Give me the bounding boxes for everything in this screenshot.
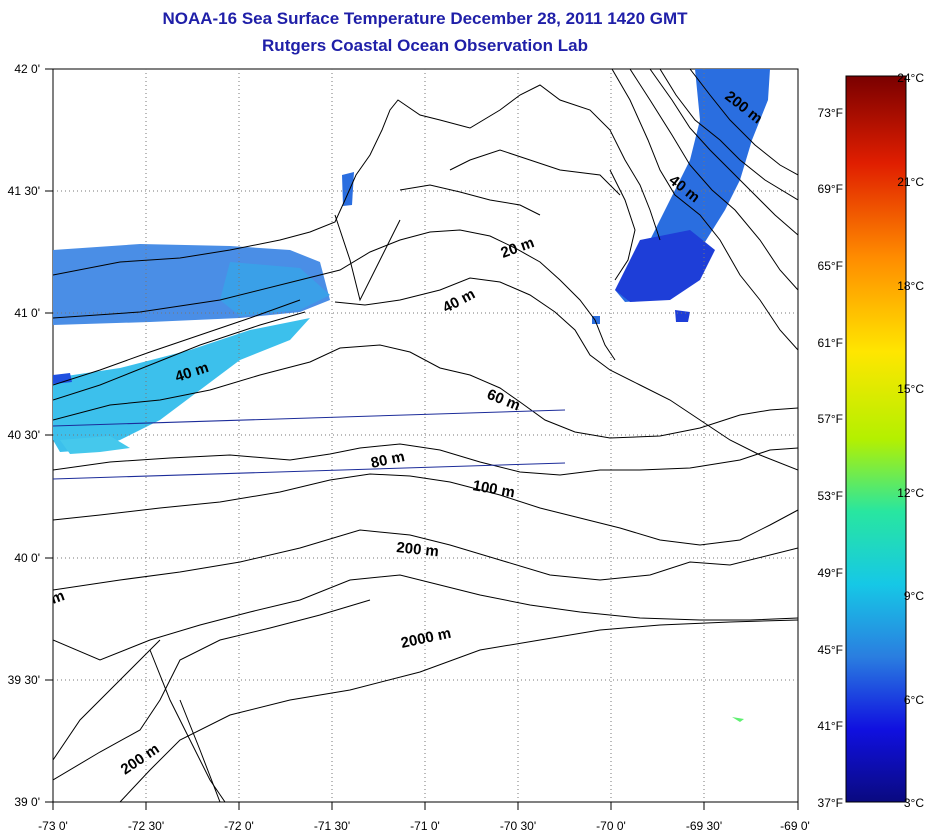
lat-label: 39 0' (14, 795, 40, 809)
lon-label: -72 0' (224, 819, 254, 833)
celsius-label: 3°C (904, 796, 924, 810)
fahrenheit-label: 41°F (818, 719, 843, 733)
lon-label: -71 0' (410, 819, 440, 833)
track-lines (53, 409, 566, 480)
celsius-label: 18°C (897, 279, 924, 293)
celsius-label: 24°C (897, 71, 924, 85)
lat-label: 42 0' (14, 62, 40, 76)
sst-patches (53, 69, 770, 722)
celsius-label: 21°C (897, 175, 924, 189)
lon-label: -73 0' (38, 819, 68, 833)
fahrenheit-label: 73°F (818, 106, 843, 120)
fahrenheit-label: 53°F (818, 489, 843, 503)
celsius-label: 15°C (897, 382, 924, 396)
bathymetry-contours (53, 69, 798, 802)
fahrenheit-label: 37°F (818, 796, 843, 810)
lon-label: -71 30' (314, 819, 350, 833)
axis-ticks (45, 68, 799, 810)
fahrenheit-label: 45°F (818, 643, 843, 657)
lat-label: 41 30' (8, 184, 40, 198)
lon-label: -69 0' (780, 819, 810, 833)
map-subtitle: Rutgers Coastal Ocean Observation Lab (262, 36, 588, 55)
fahrenheit-label: 57°F (818, 412, 843, 426)
temperature-colorbar (845, 75, 907, 803)
lat-label: 41 0' (14, 306, 40, 320)
contour-label: 80 m (369, 448, 406, 472)
celsius-label: 9°C (904, 589, 924, 603)
lon-label: -69 30' (686, 819, 722, 833)
fahrenheit-label: 65°F (818, 259, 843, 273)
graticule (53, 69, 798, 802)
fahrenheit-label: 49°F (818, 566, 843, 580)
lon-label: -72 30' (128, 819, 164, 833)
contour-label: 200 m (396, 539, 440, 560)
lat-label: 39 30' (8, 673, 40, 687)
lat-label: 40 0' (14, 551, 40, 565)
lon-label: -70 0' (596, 819, 626, 833)
celsius-label: 6°C (904, 693, 924, 707)
celsius-label: 12°C (897, 486, 924, 500)
lon-label: -70 30' (500, 819, 536, 833)
map-title: NOAA-16 Sea Surface Temperature December… (162, 9, 688, 28)
lat-label: 40 30' (8, 428, 40, 442)
fahrenheit-label: 69°F (818, 182, 843, 196)
fahrenheit-label: 61°F (818, 336, 843, 350)
